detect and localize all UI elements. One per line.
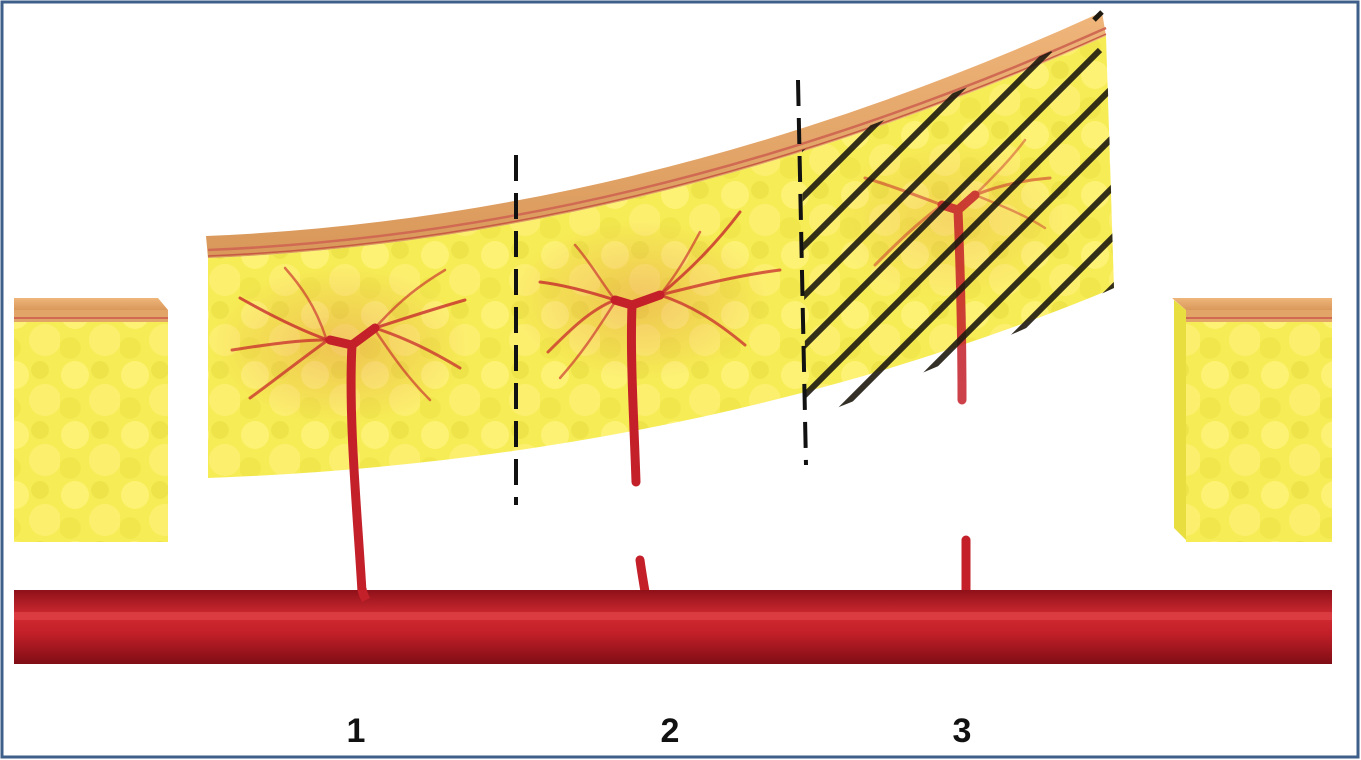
vascular-tree-2 <box>538 210 782 487</box>
zone-boundary-2-3 <box>796 79 808 466</box>
flap-skin-layer <box>206 12 1106 258</box>
hatch-extension <box>1092 10 1104 22</box>
zone-label-1: 1 <box>347 712 366 750</box>
left-tissue-block <box>14 298 168 542</box>
main-artery <box>14 590 1332 664</box>
vascular-tree-1 <box>230 266 467 597</box>
zone-label-2: 2 <box>661 712 680 750</box>
zone-label-3: 3 <box>953 712 972 750</box>
skin-flap <box>206 12 1114 478</box>
right-tissue-block <box>1172 298 1332 542</box>
